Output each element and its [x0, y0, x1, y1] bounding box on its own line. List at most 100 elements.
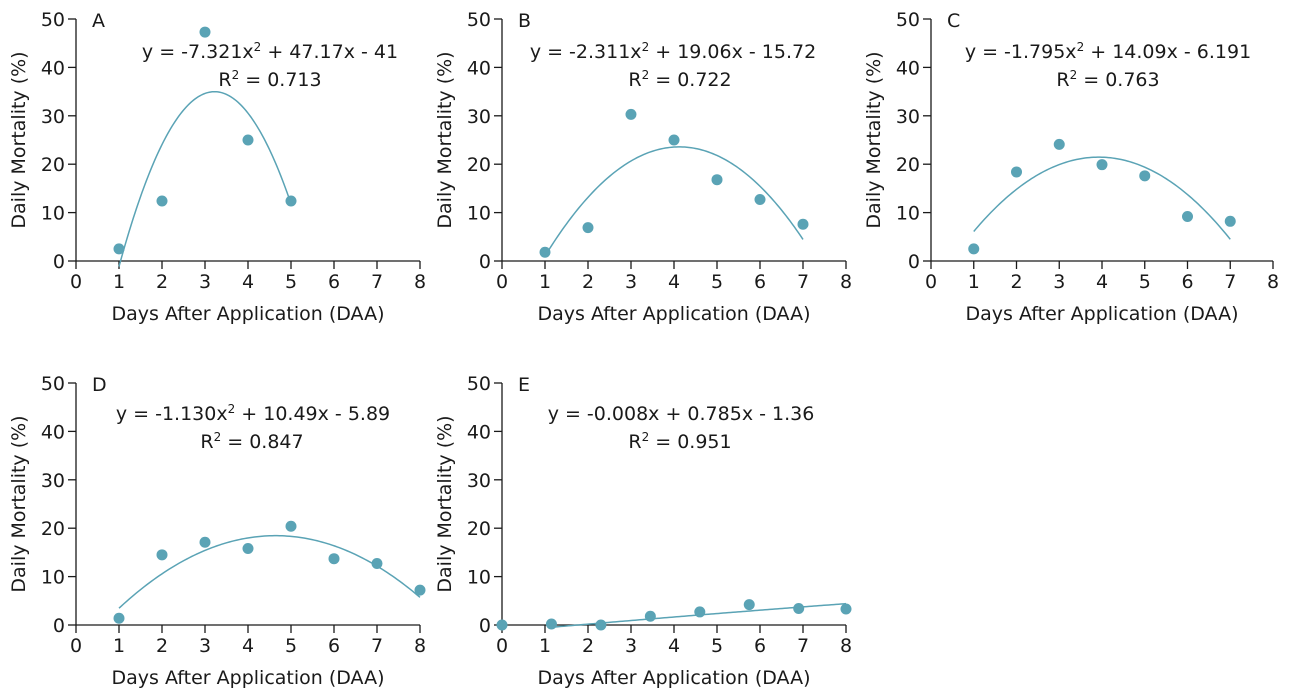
- y-tick-label: 40: [467, 57, 491, 79]
- x-axis-title: Days After Application (DAA): [538, 303, 811, 325]
- y-tick-label: 40: [41, 421, 65, 443]
- y-tick-label: 30: [41, 106, 65, 128]
- x-tick-label: 5: [285, 635, 297, 657]
- x-tick-label: 7: [797, 271, 809, 293]
- data-point: [595, 619, 607, 631]
- data-point: [199, 26, 211, 38]
- y-axis-title: Daily Mortality (%): [434, 51, 456, 228]
- data-point: [968, 243, 980, 255]
- equation-label: y = -2.311x2 + 19.06x - 15.72: [530, 40, 816, 63]
- y-tick-label: 50: [467, 9, 491, 31]
- x-tick-label: 2: [1010, 271, 1022, 293]
- data-point: [414, 584, 426, 596]
- y-tick-label: 10: [467, 567, 491, 589]
- panel-letter: B: [518, 10, 531, 32]
- x-tick-label: 0: [496, 635, 508, 657]
- x-tick-label: 6: [328, 271, 340, 293]
- data-point: [793, 603, 805, 615]
- x-tick-label: 7: [371, 635, 383, 657]
- data-point: [625, 108, 637, 120]
- panel-letter: E: [518, 374, 530, 396]
- y-tick-label: 30: [41, 470, 65, 492]
- data-point: [1224, 215, 1236, 227]
- y-tick-label: 40: [467, 421, 491, 443]
- y-tick-label: 40: [41, 57, 65, 79]
- x-tick-label: 1: [113, 271, 125, 293]
- y-tick-label: 30: [467, 470, 491, 492]
- equation-label: y = -1.130x2 + 10.49x - 5.89: [116, 402, 390, 425]
- y-tick-label: 10: [467, 203, 491, 225]
- panel-a: 0 10 20 30 40 50 0 1 2 3 4 5 6 7 8 Days After Applicati…: [8, 9, 426, 325]
- panel-d: 0 10 20 30 40 50 0 1 2 3 4 5 6 7 8 Days After Applicati…: [8, 373, 426, 689]
- data-point: [156, 549, 168, 561]
- data-point: [156, 195, 168, 207]
- data-point: [1096, 159, 1108, 171]
- y-tick-label: 20: [896, 154, 920, 176]
- data-point: [285, 195, 297, 207]
- x-tick-label: 8: [840, 635, 852, 657]
- y-tick-label: 10: [41, 203, 65, 225]
- panel-c: 0 10 20 30 40 50 0 1 2 3 4 5 6 7 8 Days After Applicati…: [863, 9, 1279, 325]
- data-point: [797, 218, 809, 230]
- r-squared-label: R2 = 0.951: [628, 430, 731, 453]
- y-axis-title: Daily Mortality (%): [434, 415, 456, 592]
- data-point: [743, 599, 755, 611]
- r-squared-label: R2 = 0.763: [1056, 68, 1159, 91]
- trendline: [118, 90, 292, 267]
- x-tick-label: 1: [539, 635, 551, 657]
- data-point: [199, 536, 211, 548]
- data-point: [113, 612, 125, 624]
- y-tick-label: 30: [467, 106, 491, 128]
- data-point: [545, 618, 557, 630]
- y-tick-label: 0: [479, 251, 491, 273]
- y-tick-label: 20: [467, 154, 491, 176]
- data-point: [582, 222, 594, 234]
- y-tick-label: 20: [41, 154, 65, 176]
- y-tick-label: 50: [896, 9, 920, 31]
- panel-letter: C: [947, 10, 960, 32]
- equation-label: y = -1.795x2 + 14.09x - 6.191: [965, 40, 1251, 63]
- x-tick-label: 7: [1224, 271, 1236, 293]
- x-tick-label: 4: [1096, 271, 1108, 293]
- x-tick-label: 0: [496, 271, 508, 293]
- data-point: [113, 243, 125, 255]
- x-tick-label: 5: [711, 271, 723, 293]
- x-axis-title: Days After Application (DAA): [538, 667, 811, 689]
- data-point: [711, 174, 723, 186]
- x-tick-label: 2: [156, 271, 168, 293]
- data-point: [328, 553, 340, 565]
- x-tick-label: 8: [414, 635, 426, 657]
- x-tick-label: 8: [414, 271, 426, 293]
- data-point: [644, 610, 656, 622]
- y-tick-label: 0: [53, 615, 65, 637]
- x-tick-label: 5: [285, 271, 297, 293]
- x-tick-label: 7: [797, 635, 809, 657]
- x-tick-label: 6: [328, 635, 340, 657]
- x-tick-label: 1: [539, 271, 551, 293]
- panel-letter: A: [92, 10, 105, 32]
- y-tick-label: 10: [896, 203, 920, 225]
- x-tick-label: 0: [925, 271, 937, 293]
- x-tick-label: 2: [582, 635, 594, 657]
- data-point: [371, 558, 383, 570]
- y-tick-label: 20: [467, 518, 491, 540]
- trendline: [118, 534, 421, 609]
- x-tick-label: 0: [70, 271, 82, 293]
- x-tick-label: 4: [242, 635, 254, 657]
- y-tick-label: 10: [41, 567, 65, 589]
- x-tick-label: 6: [754, 635, 766, 657]
- panel-b: 0 10 20 30 40 50 0 1 2 3 4 5 6 7 8 Days After Applicati…: [434, 9, 852, 325]
- x-axis-title: Days After Application (DAA): [112, 667, 385, 689]
- r-squared-label: R2 = 0.847: [200, 430, 303, 453]
- y-tick-label: 50: [41, 373, 65, 395]
- data-point: [242, 543, 254, 555]
- data-point: [694, 606, 706, 618]
- x-tick-label: 6: [1181, 271, 1193, 293]
- y-axis-title: Daily Mortality (%): [863, 51, 885, 228]
- y-tick-label: 50: [467, 373, 491, 395]
- data-point: [1182, 210, 1193, 222]
- x-tick-label: 6: [754, 271, 766, 293]
- data-point: [496, 619, 508, 631]
- data-point: [754, 194, 766, 206]
